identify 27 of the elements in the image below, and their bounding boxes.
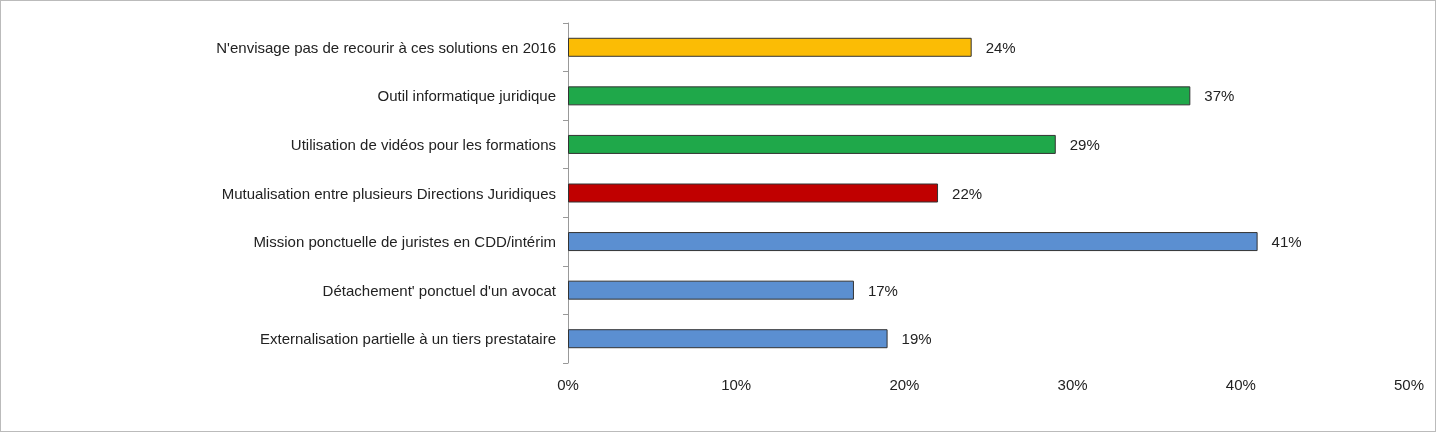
y-tick-label: Mutualisation entre plusieurs Directions Juridiques xyxy=(221,184,556,202)
x-tick-label: 10% xyxy=(721,376,752,393)
x-tick-label: 50% xyxy=(1393,376,1425,393)
data-label: 37% xyxy=(1204,87,1235,105)
x-tick-label: 0% xyxy=(557,376,579,393)
x-tick-label: 30% xyxy=(1057,376,1088,393)
data-label: 19% xyxy=(901,330,932,348)
bar xyxy=(568,37,972,57)
bar xyxy=(568,86,1191,106)
x-tick-label: 40% xyxy=(1225,376,1256,393)
y-tick-label: Détachement' ponctuel d'un avocat xyxy=(322,281,557,299)
bar xyxy=(568,329,888,349)
bar xyxy=(568,134,1056,154)
data-label: 41% xyxy=(1271,233,1302,251)
y-tick-label: Externalisation partielle à un tiers prestataire xyxy=(260,330,556,348)
y-tick-label: N'envisage pas de recourir à ces solutions en 2016 xyxy=(216,38,556,56)
bar xyxy=(568,232,1258,252)
bar xyxy=(568,183,939,203)
y-tick-label: Outil informatique juridique xyxy=(377,87,556,105)
data-label: 22% xyxy=(952,184,983,202)
bar xyxy=(568,280,854,300)
y-tick-label: Mission ponctuelle de juristes en CDD/intérim xyxy=(253,233,556,251)
data-label: 29% xyxy=(1069,135,1100,153)
data-label: 24% xyxy=(985,38,1016,56)
data-label: 17% xyxy=(867,281,898,299)
y-tick-label: Utilisation de vidéos pour les formations xyxy=(290,135,556,153)
x-tick-label: 20% xyxy=(889,376,920,393)
